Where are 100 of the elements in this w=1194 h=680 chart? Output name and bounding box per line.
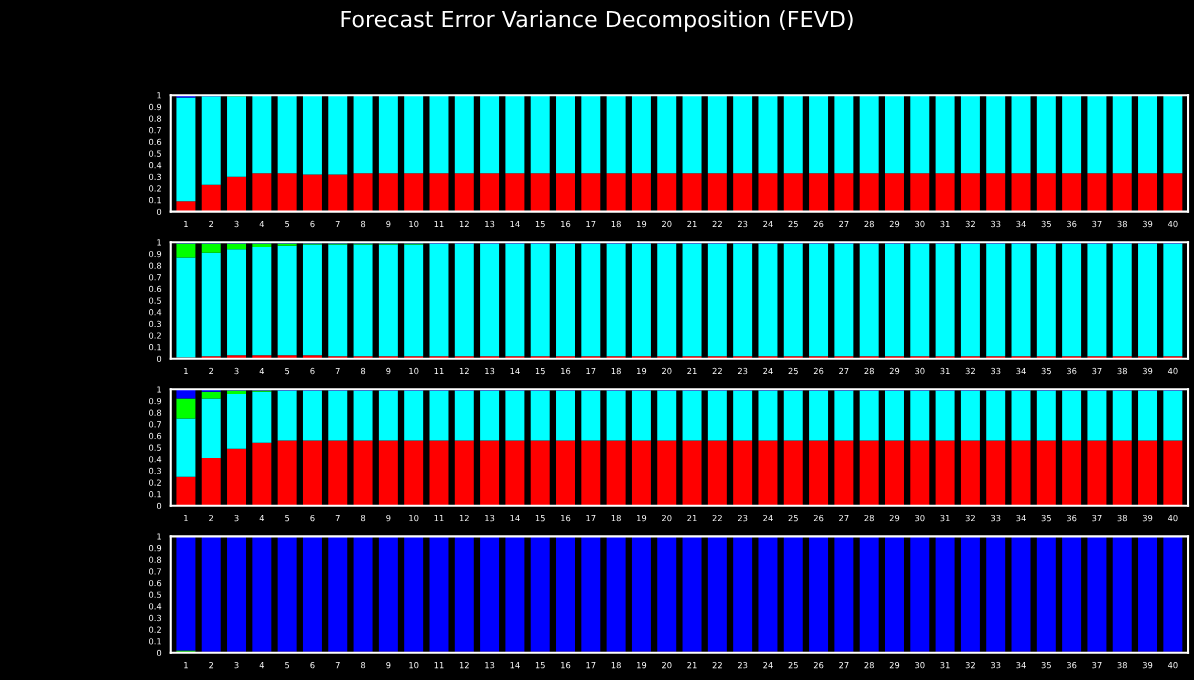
x-tick-label: 2 bbox=[209, 661, 214, 669]
x-tick-label: 33 bbox=[991, 220, 1001, 228]
x-tick-label: 19 bbox=[637, 661, 647, 669]
x-tick-label: 27 bbox=[839, 661, 849, 669]
x-tick-label: 18 bbox=[611, 367, 621, 375]
x-tick-label: 15 bbox=[535, 367, 545, 375]
x-tick-label: 30 bbox=[915, 220, 925, 228]
x-tick-label: 28 bbox=[864, 367, 874, 375]
y-tick-label: 0.7 bbox=[149, 274, 161, 281]
y-tick-label: 0.5 bbox=[149, 591, 161, 598]
y-tick-label: 0.1 bbox=[149, 196, 161, 204]
x-tick-label: 5 bbox=[285, 662, 290, 669]
x-tick-label: 31 bbox=[940, 514, 950, 522]
y-tick-label: 0.7 bbox=[149, 421, 161, 428]
x-tick-label: 24 bbox=[763, 220, 773, 228]
x-tick-label: 19 bbox=[637, 220, 647, 228]
x-tick-label: 10 bbox=[409, 220, 419, 228]
x-tick-label: 17 bbox=[586, 515, 596, 522]
x-tick-label: 14 bbox=[510, 220, 520, 228]
x-tick-label: 31 bbox=[940, 661, 950, 669]
y-tick-label: 0 bbox=[156, 649, 162, 657]
x-tick-label: 20 bbox=[662, 220, 672, 228]
x-tick-label: 39 bbox=[1142, 514, 1153, 522]
x-tick-label: 26 bbox=[813, 661, 824, 669]
x-tick-label: 6 bbox=[310, 661, 315, 669]
x-tick-label: 25 bbox=[788, 367, 798, 375]
x-tick-label: 27 bbox=[839, 514, 849, 522]
x-tick-label: 37 bbox=[1092, 661, 1102, 669]
x-tick-label: 16 bbox=[561, 220, 571, 228]
x-tick-label: 4 bbox=[259, 662, 265, 669]
x-tick-label: 6 bbox=[310, 514, 315, 522]
x-tick-label: 39 bbox=[1142, 367, 1153, 375]
x-tick-label: 8 bbox=[360, 661, 366, 669]
x-tick-label: 20 bbox=[662, 661, 672, 669]
x-tick-label: 22 bbox=[712, 367, 722, 375]
y-tick-label: 0 bbox=[156, 208, 162, 215]
x-tick-label: 39 bbox=[1142, 661, 1153, 669]
x-tick-label: 19 bbox=[637, 514, 647, 522]
y-tick-label: 0 bbox=[156, 502, 162, 510]
x-tick-label: 29 bbox=[889, 220, 900, 228]
x-tick-label: 19 bbox=[637, 367, 647, 375]
x-tick-label: 30 bbox=[915, 367, 925, 375]
x-tick-label: 12 bbox=[459, 367, 469, 375]
y-tick-label: 1 bbox=[157, 239, 161, 246]
x-tick-label: 16 bbox=[561, 367, 571, 375]
x-tick-label: 22 bbox=[712, 514, 722, 522]
x-tick-label: 1 bbox=[184, 515, 188, 522]
x-tick-label: 34 bbox=[1016, 367, 1026, 375]
y-tick-label: 0.9 bbox=[149, 544, 162, 552]
x-tick-label: 15 bbox=[535, 662, 545, 669]
x-tick-label: 16 bbox=[561, 661, 571, 669]
x-tick-label: 32 bbox=[965, 367, 975, 375]
x-tick-label: 14 bbox=[510, 662, 520, 669]
x-tick-label: 3 bbox=[234, 514, 239, 522]
x-tick-label: 6 bbox=[310, 367, 315, 375]
x-tick-label: 7 bbox=[335, 220, 340, 228]
x-tick-label: 37 bbox=[1092, 514, 1102, 522]
x-tick-label: 13 bbox=[485, 367, 495, 375]
x-tick-label: 2 bbox=[209, 220, 214, 228]
x-tick-label: 11 bbox=[434, 220, 444, 228]
y-tick-label: 0.2 bbox=[149, 332, 161, 339]
x-tick-label: 23 bbox=[737, 661, 748, 669]
x-tick-label: 23 bbox=[737, 514, 748, 522]
x-tick-label: 1 bbox=[184, 367, 188, 375]
x-tick-label: 21 bbox=[687, 514, 697, 522]
x-tick-label: 21 bbox=[687, 367, 697, 375]
y-tick-label: 0.2 bbox=[149, 185, 161, 192]
x-tick-label: 40 bbox=[1167, 220, 1178, 228]
x-tick-label: 27 bbox=[839, 367, 849, 375]
x-tick-label: 10 bbox=[409, 661, 419, 669]
x-tick-label: 15 bbox=[535, 515, 545, 522]
x-tick-label: 23 bbox=[737, 367, 748, 375]
x-tick-label: 22 bbox=[712, 661, 722, 669]
x-tick-label: 32 bbox=[965, 220, 975, 228]
x-tick-label: 17 bbox=[586, 367, 596, 375]
x-tick-label: 5 bbox=[285, 220, 290, 228]
x-tick-label: 29 bbox=[889, 514, 900, 522]
x-tick-label: 23 bbox=[737, 220, 748, 228]
x-tick-label: 2 bbox=[209, 367, 214, 375]
x-tick-label: 29 bbox=[889, 661, 900, 669]
x-tick-label: 3 bbox=[234, 220, 239, 228]
x-tick-label: 2 bbox=[209, 514, 214, 522]
x-tick-label: 37 bbox=[1092, 220, 1102, 228]
x-tick-label: 13 bbox=[485, 514, 495, 522]
x-tick-label: 34 bbox=[1016, 514, 1026, 522]
y-tick-label: 1 bbox=[157, 92, 161, 99]
x-tick-label: 17 bbox=[586, 220, 596, 228]
x-tick-label: 31 bbox=[940, 367, 950, 375]
y-tick-label: 1 bbox=[157, 533, 161, 540]
x-tick-label: 35 bbox=[1041, 661, 1051, 669]
x-tick-label: 20 bbox=[662, 367, 672, 375]
y-tick-label: 0 bbox=[156, 355, 162, 362]
x-tick-label: 35 bbox=[1041, 367, 1051, 375]
x-tick-label: 10 bbox=[409, 514, 419, 522]
x-tick-label: 39 bbox=[1142, 220, 1153, 228]
y-tick-label: 0.4 bbox=[149, 162, 162, 169]
y-tick-label: 0.6 bbox=[149, 579, 162, 587]
x-tick-label: 36 bbox=[1066, 220, 1077, 228]
x-tick-label: 31 bbox=[940, 220, 950, 228]
x-tick-label: 4 bbox=[259, 220, 265, 228]
